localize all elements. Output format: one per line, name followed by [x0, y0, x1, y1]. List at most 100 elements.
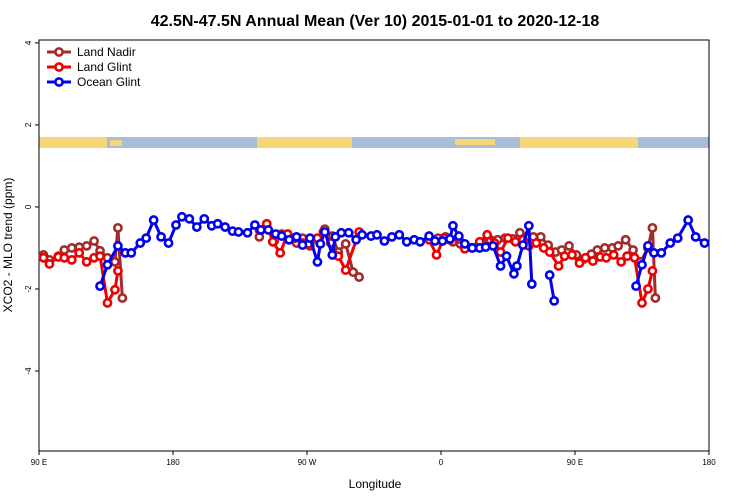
- data-point: [415, 236, 426, 247]
- data-point: [242, 227, 253, 238]
- data-point: [171, 220, 181, 230]
- data-point: [453, 231, 464, 241]
- data-point: [156, 231, 166, 242]
- data-point: [312, 257, 323, 267]
- data-point: [574, 258, 585, 269]
- data-point: [637, 259, 647, 270]
- legend-marker: [54, 77, 64, 87]
- data-point: [544, 247, 555, 257]
- y-tick-label: 4: [24, 40, 33, 45]
- chart-title: 42.5N-47.5N Annual Mean (Ver 10) 2015-01…: [151, 13, 600, 30]
- data-point: [549, 295, 560, 306]
- x-tick-label: 180: [702, 458, 716, 467]
- data-point: [647, 266, 658, 276]
- data-point: [275, 247, 286, 258]
- x-tick-label: 90 W: [298, 458, 317, 467]
- data-point: [459, 238, 470, 249]
- data-point: [297, 240, 308, 250]
- data-point: [212, 218, 223, 229]
- data-point: [488, 241, 499, 251]
- y-tick-label: 2: [24, 122, 33, 127]
- data-point: [59, 252, 70, 263]
- data-point: [340, 238, 351, 249]
- data-point: [526, 279, 537, 289]
- plot-frame: [38, 39, 710, 452]
- x-axis-label: Longitude: [349, 477, 402, 491]
- data-point: [665, 238, 676, 248]
- x-tick-label: 90 E: [31, 458, 47, 467]
- data-point: [587, 256, 598, 266]
- legend-label: Land Glint: [77, 60, 132, 74]
- data-point: [394, 229, 405, 240]
- data-point: [113, 222, 123, 233]
- data-point: [141, 233, 152, 244]
- data-point: [535, 231, 546, 242]
- data-point: [517, 240, 528, 250]
- y-tick-label: 0: [24, 204, 33, 209]
- data-point: [437, 236, 448, 246]
- data-point: [559, 251, 570, 262]
- data-point: [649, 247, 659, 258]
- data-point: [315, 238, 326, 249]
- data-point: [163, 238, 174, 248]
- data-point: [38, 252, 49, 263]
- data-point: [501, 251, 512, 262]
- data-point: [354, 272, 365, 282]
- data-point: [113, 241, 123, 251]
- data-point: [629, 252, 640, 263]
- data-point: [249, 220, 260, 230]
- legend-marker: [54, 62, 64, 72]
- data-point: [510, 236, 521, 247]
- data-point: [184, 213, 195, 224]
- data-point: [74, 247, 85, 258]
- data-point: [327, 250, 338, 260]
- data-point: [126, 247, 137, 258]
- data-point: [319, 227, 330, 237]
- data-point: [509, 268, 519, 279]
- data-point: [643, 241, 653, 251]
- data-point: [650, 293, 661, 303]
- data-point: [102, 259, 113, 270]
- data-point: [372, 229, 382, 240]
- data-point: [305, 233, 315, 244]
- data-point: [148, 215, 159, 225]
- x-tick-label: 0: [439, 458, 444, 467]
- data-point: [177, 211, 187, 222]
- data-point: [191, 222, 202, 232]
- data-point: [81, 257, 92, 267]
- data-point: [66, 254, 77, 265]
- y-axis-label: XCO2 - MLO trend (ppm): [1, 178, 15, 313]
- data-point: [445, 234, 455, 244]
- data-point: [386, 231, 397, 242]
- data-point: [647, 222, 658, 233]
- data-point: [81, 241, 92, 251]
- data-point: [622, 251, 633, 262]
- data-point: [467, 243, 478, 253]
- data-point: [95, 251, 105, 262]
- data-point: [357, 229, 367, 240]
- data-point: [637, 298, 647, 308]
- data-point: [199, 213, 210, 224]
- data-point: [613, 241, 624, 251]
- data-point: [523, 220, 534, 231]
- data-point: [59, 245, 70, 255]
- data-point: [263, 225, 274, 235]
- x-tick-label: 90 E: [567, 458, 583, 467]
- data-point: [351, 234, 362, 245]
- data-point: [135, 238, 146, 248]
- data-point: [110, 284, 120, 295]
- data-point: [379, 236, 390, 246]
- data-point: [89, 236, 99, 246]
- data-point: [564, 241, 574, 251]
- data-point: [102, 298, 113, 308]
- data-point: [66, 243, 77, 253]
- data-point: [284, 234, 295, 245]
- data-point: [220, 222, 231, 232]
- data-point: [580, 252, 591, 263]
- data-point: [44, 259, 55, 269]
- data-point: [291, 231, 302, 242]
- legend-label: Ocean Glint: [77, 75, 141, 89]
- data-point: [255, 225, 266, 235]
- data-point: [401, 236, 412, 247]
